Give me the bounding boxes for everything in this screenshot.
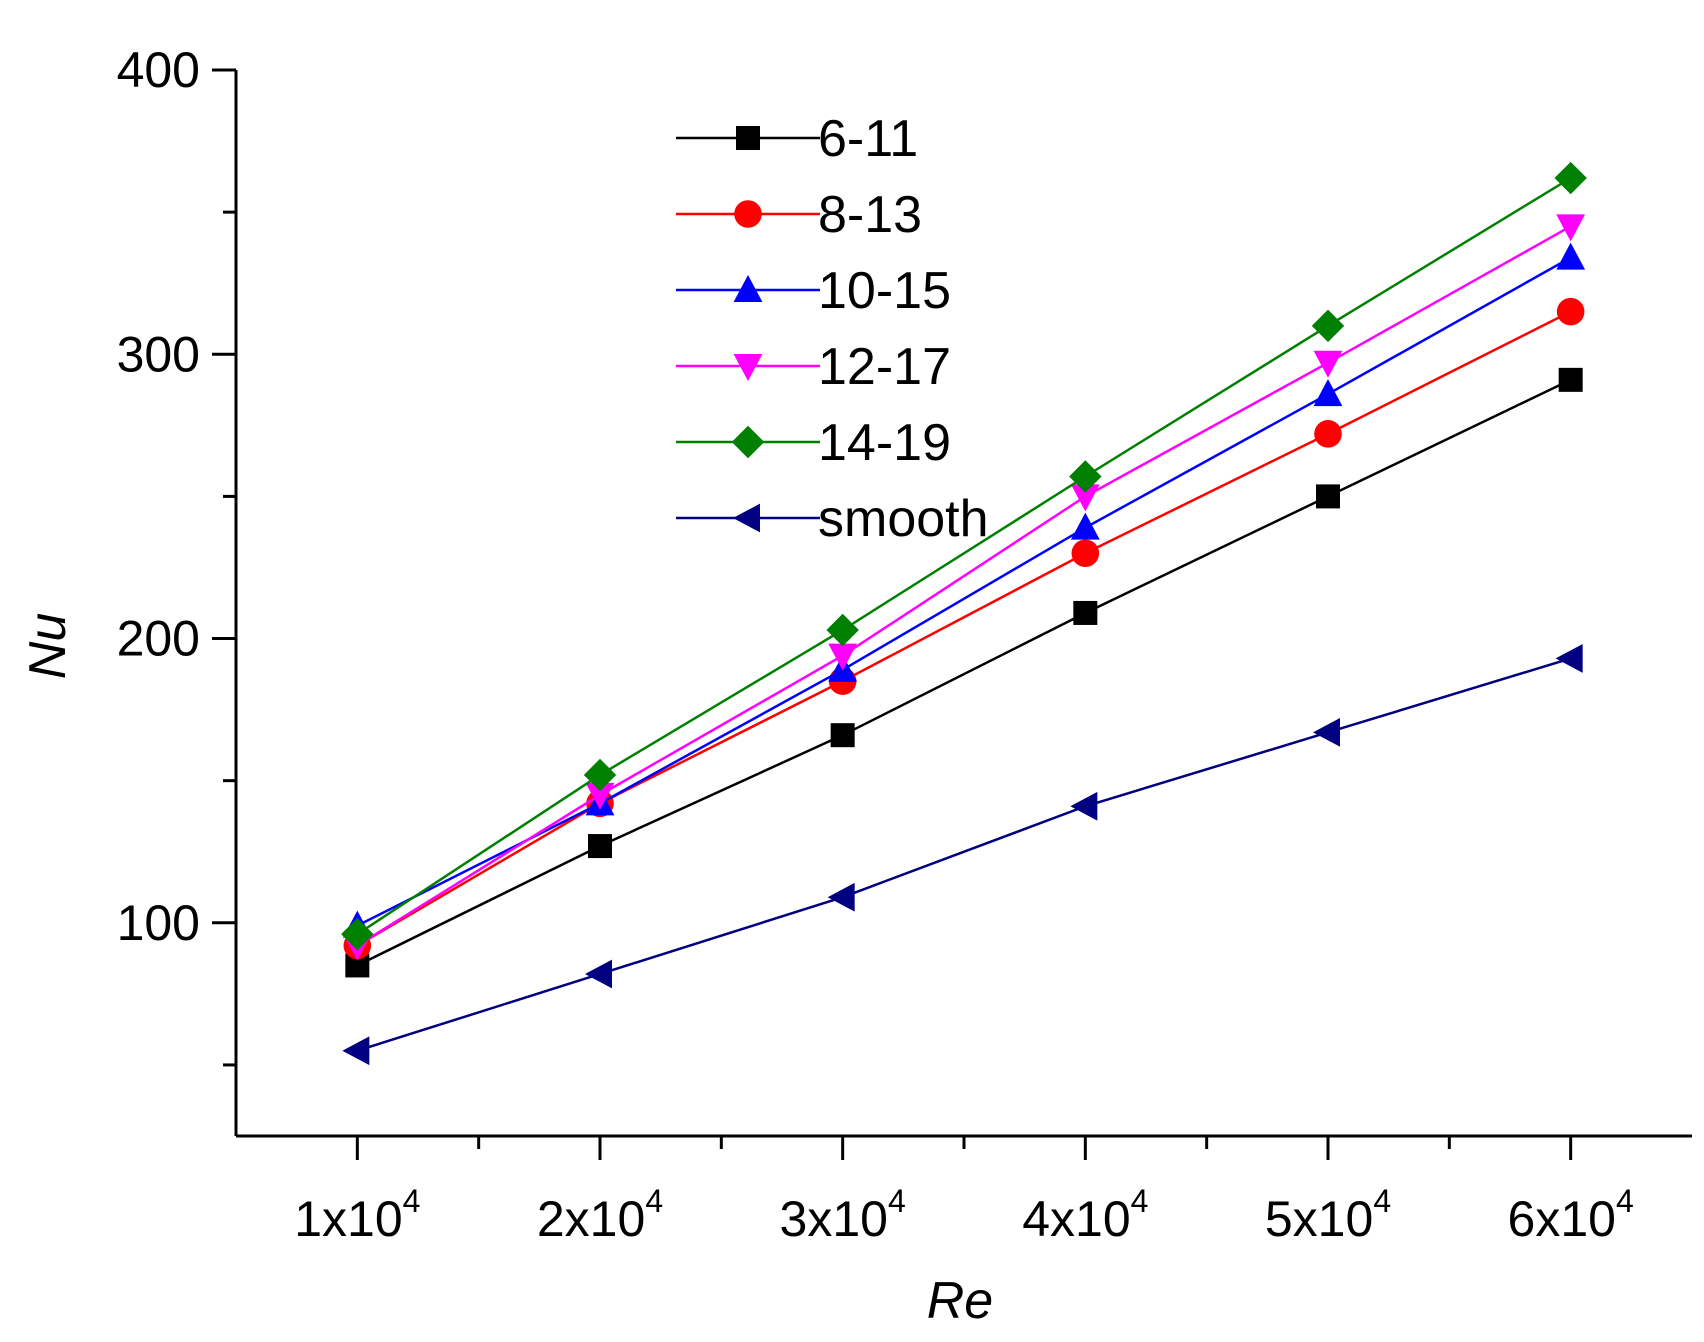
data-point — [830, 723, 855, 748]
legend-label: 10-15 — [818, 262, 951, 320]
series-line — [356, 225, 1572, 947]
x-tick-label: 6x104 — [1508, 1183, 1634, 1247]
series-line — [356, 310, 1572, 947]
y-tick-label: 400 — [117, 42, 200, 98]
y-tick-label: 100 — [117, 895, 200, 951]
data-point — [588, 834, 612, 859]
series-smooth — [342, 644, 1583, 1066]
legend-label: 14-19 — [818, 414, 951, 472]
legend-item: smooth — [676, 490, 989, 548]
series-layer — [341, 161, 1587, 1066]
data-point — [1071, 539, 1100, 568]
data-point — [1070, 512, 1100, 540]
legend-marker — [733, 354, 763, 381]
series-line — [356, 256, 1572, 927]
data-point — [1314, 420, 1342, 448]
x-tick-label: 1x104 — [294, 1183, 420, 1247]
axes: 100 200 300 400 1x104 2x104 3x104 4x104 5x104 6x1… — [117, 42, 1692, 1247]
legend-marker — [734, 200, 762, 228]
legend-marker — [733, 503, 760, 533]
data-point — [585, 782, 615, 810]
series-line — [356, 378, 1572, 967]
x-tick-label: 5x104 — [1265, 1183, 1391, 1247]
series-6-11 — [345, 367, 1583, 978]
y-tick-label: 300 — [117, 326, 200, 382]
legend-item: 14-19 — [676, 414, 951, 472]
data-point — [1554, 161, 1587, 195]
y-tick-label: 200 — [117, 611, 200, 667]
series-10-15 — [342, 242, 1586, 938]
data-point — [1313, 350, 1343, 378]
data-point — [1556, 214, 1586, 242]
legend-item: 10-15 — [676, 262, 951, 320]
data-point — [1558, 367, 1583, 392]
data-point — [1069, 460, 1102, 493]
series-12-17 — [342, 214, 1586, 961]
data-point — [1555, 644, 1583, 673]
data-point — [1313, 717, 1340, 747]
data-point — [828, 643, 858, 671]
data-point — [1070, 791, 1098, 821]
series-line — [356, 176, 1572, 936]
data-point — [1316, 484, 1340, 509]
data-point — [827, 882, 855, 912]
legend-label: 12-17 — [818, 338, 951, 396]
series-8-13 — [343, 297, 1585, 960]
legend-marker — [736, 126, 760, 150]
data-point — [583, 758, 617, 792]
x-axis-title: Re — [927, 1272, 993, 1330]
x-tick-label: 4x104 — [1022, 1183, 1148, 1247]
data-point — [826, 613, 859, 647]
data-point — [585, 959, 612, 989]
data-point — [1073, 600, 1098, 625]
legend-label: 6-11 — [818, 110, 918, 168]
data-point — [1556, 242, 1586, 270]
data-point — [342, 1036, 370, 1066]
data-point — [1311, 309, 1345, 343]
series-line — [356, 657, 1572, 1052]
y-axis-title: Nu — [19, 613, 77, 679]
legend-item: 12-17 — [676, 338, 951, 396]
legend-item: 8-13 — [676, 186, 922, 244]
data-point — [1556, 297, 1585, 326]
legend-label: 8-13 — [818, 186, 922, 244]
data-point — [1070, 484, 1100, 512]
x-tick-label: 2x104 — [537, 1183, 663, 1247]
legend-marker — [733, 275, 763, 302]
legend: 6-11 8-13 10-15 12-17 14-19 smooth — [676, 110, 989, 548]
series-14-19 — [341, 161, 1587, 951]
legend-marker — [731, 425, 765, 459]
x-tick-label: 3x104 — [780, 1183, 906, 1247]
legend-label: smooth — [818, 490, 989, 548]
legend-item: 6-11 — [676, 110, 918, 168]
data-point — [341, 917, 374, 951]
data-point — [1313, 379, 1343, 407]
